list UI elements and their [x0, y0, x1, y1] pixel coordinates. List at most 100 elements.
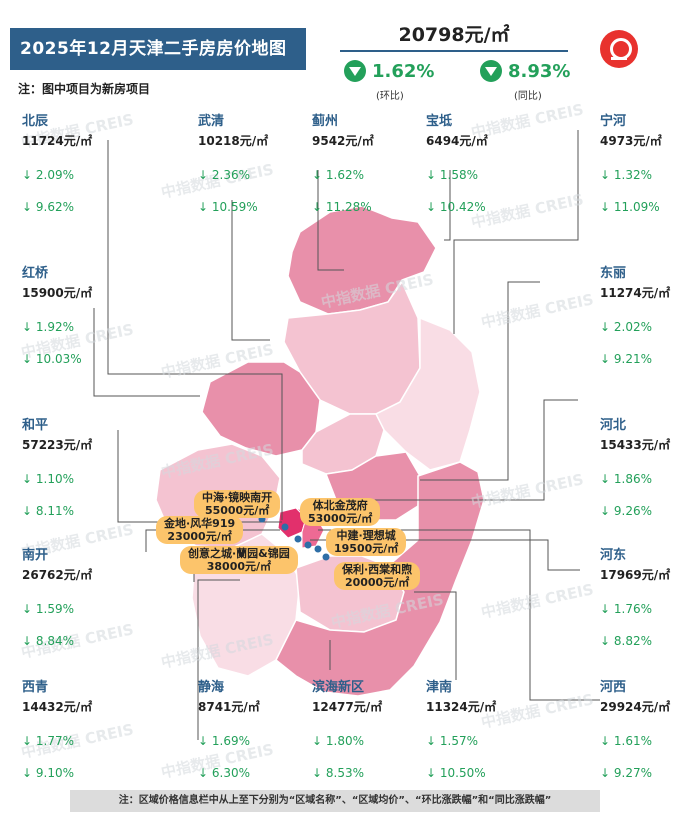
project-price: 55000元/㎡	[204, 504, 270, 517]
district-name: 武清	[198, 114, 225, 129]
district-hedong: 河东 17969元/㎡ ↓ 1.76% ↓ 8.82%	[600, 544, 682, 664]
district-wuqing: 武清 10218元/㎡ ↓ 2.36% ↓ 10.59%	[198, 110, 298, 230]
project-label: 中海·镜映南开 55000元/㎡	[194, 490, 281, 518]
project-price: 23000元/㎡	[167, 530, 232, 543]
district-name: 河东	[600, 548, 627, 563]
district-hexi: 河西 29924元/㎡ ↓ 1.61% ↓ 9.27%	[600, 676, 682, 796]
district-price: 12477元/㎡	[312, 700, 383, 714]
district-mom: ↓ 1.10%	[22, 472, 74, 486]
district-binhai: 滨海新区 12477元/㎡ ↓ 1.80% ↓ 8.53%	[312, 676, 412, 796]
yoy-indicator: 8.93%	[480, 60, 570, 82]
district-yoy: ↓ 9.26%	[600, 504, 652, 518]
district-yoy: ↓ 9.27%	[600, 766, 652, 780]
district-price: 29924元/㎡	[600, 700, 671, 714]
project-note: 注：图中项目为新房项目	[18, 82, 151, 96]
district-price: 14432元/㎡	[22, 700, 93, 714]
district-mom: ↓ 1.80%	[312, 734, 364, 748]
district-mom: ↓ 1.77%	[22, 734, 74, 748]
district-name: 宁河	[600, 114, 627, 129]
yoy-label: (同比)	[514, 91, 542, 102]
district-mom: ↓ 1.92%	[22, 320, 74, 334]
district-mom: ↓ 1.57%	[426, 734, 478, 748]
district-mom: ↓ 2.02%	[600, 320, 652, 334]
project-name: 中建·理想城	[336, 529, 396, 542]
district-mom: ↓ 1.69%	[198, 734, 250, 748]
project-price: 53000元/㎡	[308, 512, 373, 525]
district-price: 11324元/㎡	[426, 700, 497, 714]
project-name: 中海·镜映南开	[202, 491, 273, 504]
project-price: 38000元/㎡	[206, 560, 272, 573]
district-price: 17969元/㎡	[600, 568, 671, 582]
district-nankai: 南开 26762元/㎡ ↓ 1.59% ↓ 8.84%	[22, 544, 122, 664]
district-name: 河北	[600, 418, 627, 433]
project-price: 19500元/㎡	[334, 542, 399, 555]
page-title: 2025年12月天津二手房房价地图	[10, 28, 306, 70]
district-name: 宝坻	[426, 114, 453, 129]
district-beichen: 北辰 11724元/㎡ ↓ 2.09% ↓ 9.62%	[22, 110, 122, 230]
district-mom: ↓ 1.58%	[426, 168, 478, 182]
project-name: 体北金茂府	[312, 499, 368, 512]
district-price: 15433元/㎡	[600, 438, 671, 452]
district-name: 南开	[22, 548, 49, 563]
creis-logo-icon	[600, 30, 638, 68]
district-name: 静海	[198, 680, 225, 695]
project-label: 创意之城·蘭园&锦园 38000元/㎡	[180, 546, 298, 574]
district-yoy: ↓ 10.50%	[426, 766, 486, 780]
district-yoy: ↓ 8.53%	[312, 766, 364, 780]
project-label: 保利·西棠和煦 20000元/㎡	[334, 562, 421, 590]
project-name: 金地·风华919	[164, 517, 236, 530]
average-price: 20798元/㎡	[398, 24, 510, 46]
district-mom: ↓ 1.62%	[312, 168, 364, 182]
district-xiqing: 西青 14432元/㎡ ↓ 1.77% ↓ 9.10%	[22, 676, 122, 796]
district-mom: ↓ 1.32%	[600, 168, 652, 182]
mom-change: 1.62%	[372, 60, 435, 82]
map-region-jizhou	[287, 205, 437, 315]
district-yoy: ↓ 10.59%	[198, 200, 258, 214]
yoy-change: 8.93%	[508, 60, 571, 82]
district-name: 滨海新区	[312, 680, 365, 695]
district-price: 57223元/㎡	[22, 438, 93, 452]
district-name: 西青	[22, 680, 49, 695]
district-yoy: ↓ 10.42%	[426, 200, 486, 214]
district-price: 26762元/㎡	[22, 568, 93, 582]
district-name: 和平	[22, 418, 49, 433]
district-name: 北辰	[22, 114, 49, 129]
district-yoy: ↓ 6.30%	[198, 766, 250, 780]
district-price: 10218元/㎡	[198, 134, 269, 148]
district-name: 东丽	[600, 266, 627, 281]
district-yoy: ↓ 9.10%	[22, 766, 74, 780]
down-arrow-icon	[480, 60, 502, 82]
footer-note: 注：区域价格信息栏中从上至下分别为“区域名称”、“区域均价”、“环比涨跌幅”和“…	[70, 790, 600, 812]
project-name: 保利·西棠和煦	[342, 563, 413, 576]
district-mom: ↓ 2.36%	[198, 168, 250, 182]
district-yoy: ↓ 9.21%	[600, 352, 652, 366]
district-price: 9542元/㎡	[312, 134, 374, 148]
project-label: 体北金茂府 53000元/㎡	[300, 498, 381, 526]
district-hongqiao: 红桥 15900元/㎡ ↓ 1.92% ↓ 10.03%	[22, 262, 122, 382]
map-region-ninghe	[374, 316, 481, 471]
district-price: 11724元/㎡	[22, 134, 93, 148]
down-arrow-icon	[344, 60, 366, 82]
district-name: 河西	[600, 680, 627, 695]
district-heping: 和平 57223元/㎡ ↓ 1.10% ↓ 8.11%	[22, 414, 122, 534]
district-price: 6494元/㎡	[426, 134, 488, 148]
mom-label: (环比)	[376, 91, 404, 102]
project-label: 金地·风华919 23000元/㎡	[156, 516, 244, 544]
district-name: 蓟州	[312, 114, 339, 129]
district-yoy: ↓ 10.03%	[22, 352, 82, 366]
project-name: 创意之城·蘭园&锦园	[188, 547, 290, 560]
district-price: 11274元/㎡	[600, 286, 671, 300]
district-mom: ↓ 1.61%	[600, 734, 652, 748]
average-price-underline	[340, 50, 568, 52]
district-jizhou: 蓟州 9542元/㎡ ↓ 1.62% ↓ 11.28%	[312, 110, 412, 230]
district-ninghe: 宁河 4973元/㎡ ↓ 1.32% ↓ 11.09%	[600, 110, 682, 230]
district-yoy: ↓ 8.84%	[22, 634, 74, 648]
district-mom: ↓ 1.76%	[600, 602, 652, 616]
district-price: 15900元/㎡	[22, 286, 93, 300]
district-yoy: ↓ 8.11%	[22, 504, 74, 518]
district-jinghai: 静海 8741元/㎡ ↓ 1.69% ↓ 6.30%	[198, 676, 298, 796]
district-mom: ↓ 1.86%	[600, 472, 652, 486]
district-mom: ↓ 2.09%	[22, 168, 74, 182]
district-baodi: 宝坻 6494元/㎡ ↓ 1.58% ↓ 10.42%	[426, 110, 526, 230]
district-price: 4973元/㎡	[600, 134, 662, 148]
